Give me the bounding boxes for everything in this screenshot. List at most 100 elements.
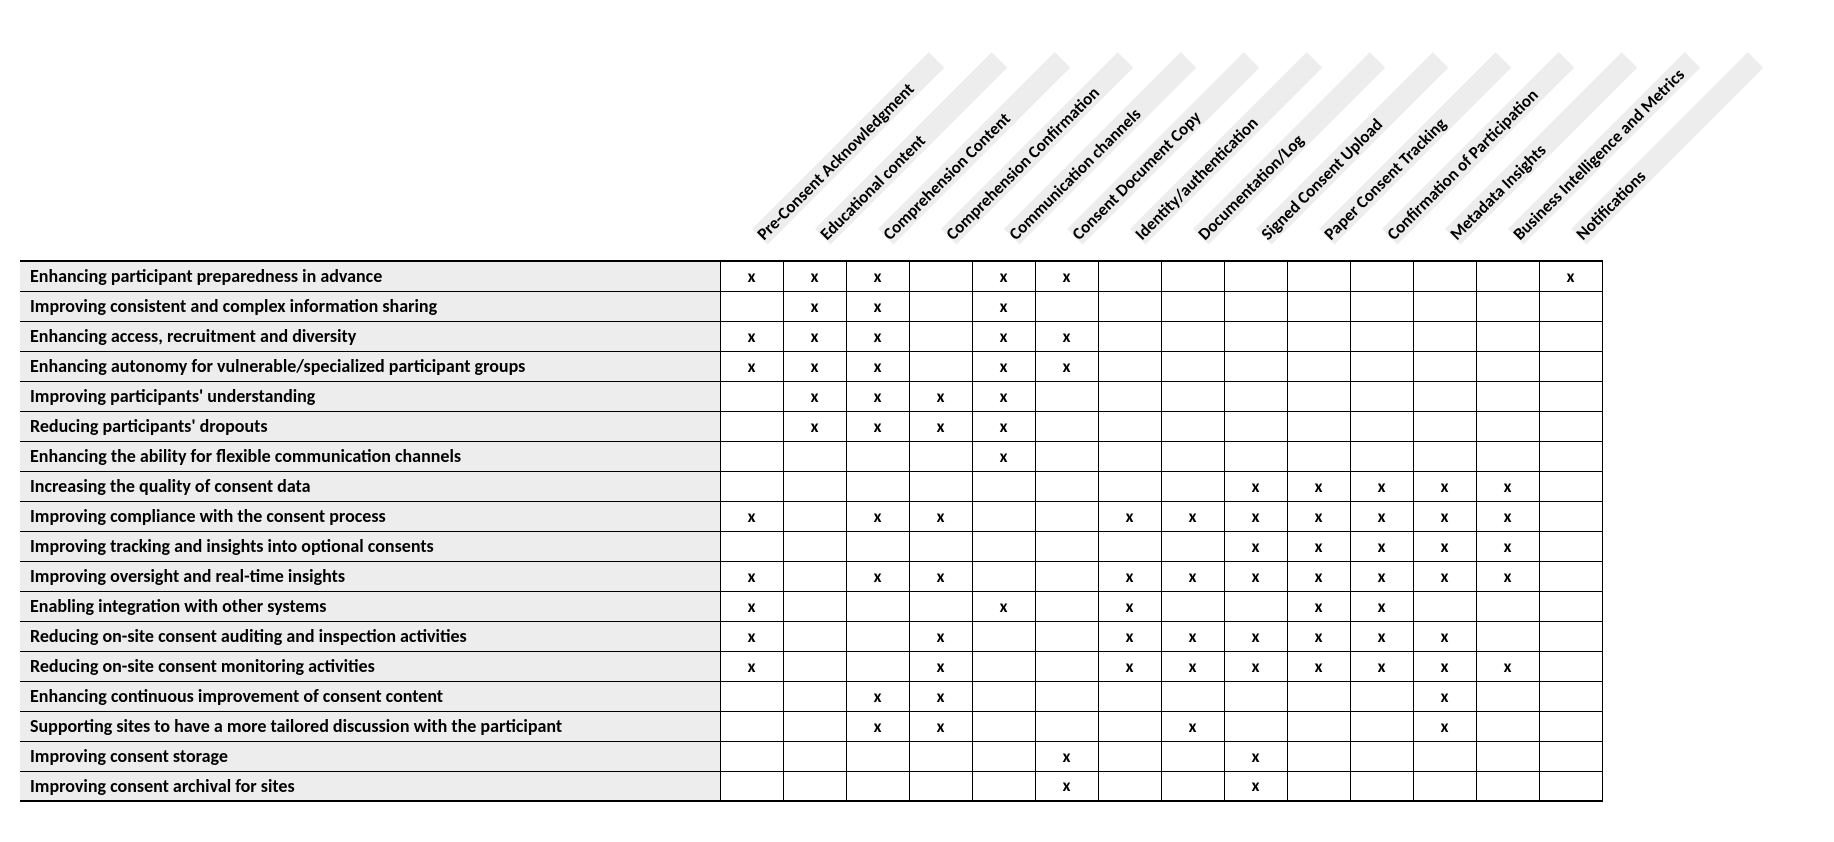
matrix-cell <box>1224 681 1287 711</box>
table-row: Improving consent storagexx <box>20 741 1602 771</box>
matrix-cell <box>972 651 1035 681</box>
matrix-cell: x <box>846 711 909 741</box>
matrix-cell <box>783 741 846 771</box>
matrix-cell: x <box>1098 651 1161 681</box>
matrix-cell <box>720 531 783 561</box>
table-row: Enhancing continuous improvement of cons… <box>20 681 1602 711</box>
matrix-cell: x <box>909 381 972 411</box>
matrix-cell <box>1287 321 1350 351</box>
matrix-table: Enhancing participant preparedness in ad… <box>20 260 1603 802</box>
matrix-cell <box>1287 771 1350 801</box>
matrix-cell: x <box>846 291 909 321</box>
matrix-cell <box>1539 501 1602 531</box>
matrix-cell <box>1539 321 1602 351</box>
matrix-cell: x <box>783 411 846 441</box>
column-headers-strip: Pre-Consent AcknowledgmentEducational co… <box>720 10 1603 260</box>
table-row: Improving consistent and complex informa… <box>20 291 1602 321</box>
matrix-cell <box>1413 411 1476 441</box>
matrix-cell <box>1098 321 1161 351</box>
matrix-cell: x <box>1287 651 1350 681</box>
matrix-cell <box>1035 681 1098 711</box>
table-row: Enhancing access, recruitment and divers… <box>20 321 1602 351</box>
matrix-cell: x <box>1098 591 1161 621</box>
matrix-cell <box>1350 321 1413 351</box>
matrix-cell <box>846 651 909 681</box>
matrix-cell: x <box>972 441 1035 471</box>
matrix-cell <box>1539 411 1602 441</box>
column-header: Business Intelligence and Metrics <box>1476 10 1539 260</box>
matrix-cell: x <box>1413 501 1476 531</box>
matrix-cell <box>1413 261 1476 291</box>
matrix-cell <box>1539 531 1602 561</box>
matrix-cell <box>1350 351 1413 381</box>
table-row: Improving tracking and insights into opt… <box>20 531 1602 561</box>
matrix-cell <box>1098 681 1161 711</box>
matrix-cell <box>1098 291 1161 321</box>
matrix-cell: x <box>1035 321 1098 351</box>
row-label: Improving consistent and complex informa… <box>20 291 720 321</box>
matrix-cell <box>1476 261 1539 291</box>
matrix-cell <box>1476 591 1539 621</box>
matrix-cell <box>1098 411 1161 441</box>
matrix-cell: x <box>1224 471 1287 501</box>
matrix-cell: x <box>1413 531 1476 561</box>
matrix-cell: x <box>846 681 909 711</box>
matrix-cell <box>1539 681 1602 711</box>
matrix-cell <box>1476 621 1539 651</box>
matrix-cell: x <box>1413 471 1476 501</box>
matrix-cell <box>1287 441 1350 471</box>
row-label: Improving participants' understanding <box>20 381 720 411</box>
matrix-cell <box>846 441 909 471</box>
matrix-cell <box>909 321 972 351</box>
matrix-cell <box>783 771 846 801</box>
matrix-cell <box>1098 351 1161 381</box>
matrix-cell: x <box>1350 501 1413 531</box>
matrix-cell <box>1224 261 1287 291</box>
consent-capability-matrix: Pre-Consent AcknowledgmentEducational co… <box>0 0 1623 822</box>
matrix-cell <box>1476 411 1539 441</box>
matrix-cell: x <box>846 561 909 591</box>
row-label: Improving consent archival for sites <box>20 771 720 801</box>
matrix-cell: x <box>720 351 783 381</box>
matrix-cell <box>1161 261 1224 291</box>
column-header: Signed Consent Upload <box>1224 10 1287 260</box>
matrix-cell <box>846 591 909 621</box>
matrix-cell <box>1035 591 1098 621</box>
matrix-cell <box>1098 441 1161 471</box>
matrix-cell <box>1476 711 1539 741</box>
matrix-cell <box>720 441 783 471</box>
matrix-cell: x <box>1350 591 1413 621</box>
matrix-cell <box>1476 681 1539 711</box>
matrix-cell <box>1539 711 1602 741</box>
matrix-cell <box>909 471 972 501</box>
row-label: Reducing participants' dropouts <box>20 411 720 441</box>
matrix-cell: x <box>909 561 972 591</box>
matrix-cell <box>783 531 846 561</box>
matrix-cell: x <box>720 651 783 681</box>
matrix-cell: x <box>1161 711 1224 741</box>
column-header: Comprehension Confirmation <box>909 10 972 260</box>
matrix-cell: x <box>1224 621 1287 651</box>
matrix-cell <box>972 771 1035 801</box>
matrix-cell <box>1287 261 1350 291</box>
matrix-cell <box>1413 291 1476 321</box>
matrix-cell: x <box>720 501 783 531</box>
column-header: Metadata Insights <box>1413 10 1476 260</box>
matrix-cell <box>909 771 972 801</box>
matrix-cell: x <box>1539 261 1602 291</box>
matrix-cell: x <box>1287 621 1350 651</box>
matrix-cell <box>1161 351 1224 381</box>
column-header: Confirmation of Participation <box>1350 10 1413 260</box>
matrix-cell <box>909 351 972 381</box>
matrix-cell <box>1539 441 1602 471</box>
row-label: Improving tracking and insights into opt… <box>20 531 720 561</box>
table-row: Reducing participants' dropoutsxxxx <box>20 411 1602 441</box>
matrix-cell: x <box>846 411 909 441</box>
matrix-cell <box>1224 411 1287 441</box>
matrix-cell <box>1035 291 1098 321</box>
matrix-cell <box>1161 381 1224 411</box>
matrix-cell <box>1539 651 1602 681</box>
row-label: Enhancing the ability for flexible commu… <box>20 441 720 471</box>
matrix-cell <box>1350 441 1413 471</box>
matrix-cell: x <box>1476 531 1539 561</box>
